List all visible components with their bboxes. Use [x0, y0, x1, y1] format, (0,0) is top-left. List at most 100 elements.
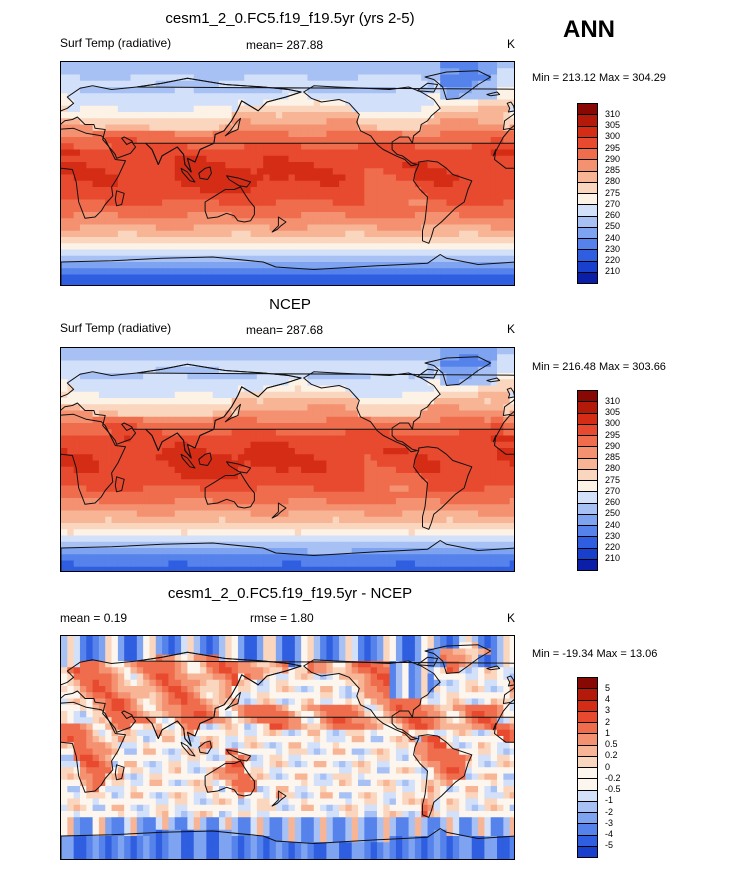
- coastline-eurasia: [136, 651, 514, 747]
- colorbar-tick-label: 295: [605, 429, 621, 440]
- coastline-australia: [204, 472, 255, 509]
- colorbar-tick-label: 295: [605, 142, 621, 153]
- coastline-africa: [61, 127, 126, 219]
- colorbar-tick-label: 220: [605, 255, 621, 265]
- coastline-africa: [61, 413, 126, 505]
- panel3-map: [60, 635, 515, 860]
- coastline-sumatra: [180, 167, 196, 183]
- colorbar-tick-label: 1: [605, 727, 611, 738]
- colorbar-tick-label: 305: [605, 407, 621, 417]
- panel3-units-label: K: [507, 611, 516, 625]
- coastline-southam: [413, 160, 473, 244]
- colorbar-tick-label: 4: [605, 694, 611, 704]
- panel2-title: NCEP: [269, 296, 311, 313]
- coastline-borneo: [198, 452, 212, 466]
- colorbar-tick-label: 260: [605, 210, 621, 220]
- coastline-northam: [303, 371, 441, 453]
- colorbar-tick-label: 285: [605, 165, 621, 175]
- colorbar-tick-label: 300: [605, 131, 621, 142]
- coastline-southam: [413, 734, 473, 818]
- coastline-greenland: [424, 644, 492, 674]
- colorbar-tick-label: 305: [605, 120, 621, 130]
- coastline-newguinea: [226, 461, 252, 474]
- panel2-minmax: Min = 216.48 Max = 303.66: [532, 361, 666, 373]
- panel2-variable-label: Surf Temp (radiative): [60, 321, 172, 335]
- colorbar-tick-label: 3: [605, 705, 611, 716]
- colorbar-tick-label: -2: [605, 806, 614, 817]
- coastline-baffin: [416, 368, 439, 379]
- field-cells: [61, 636, 514, 859]
- coastline-antarctica: [61, 828, 514, 859]
- colorbar-tick-label: 280: [605, 176, 621, 187]
- season-label: ANN: [563, 16, 615, 43]
- coastline-australia: [204, 186, 255, 223]
- colorbar-tick-label: 210: [605, 553, 621, 564]
- coastline-newguinea: [226, 175, 252, 188]
- panel1-title: cesm1_2_0.FC5.f19_f19.5yr (yrs 2-5): [165, 10, 415, 27]
- colorbar-tick-label: 210: [605, 266, 621, 277]
- field-cells: [61, 348, 514, 571]
- colorbar-tick-label: 5: [605, 682, 611, 693]
- colorbar-tick-label: 220: [605, 542, 621, 552]
- panel2-colorbar: 310 305 300 295 290 285 280 275 270 260 250 240 230 2…: [577, 390, 620, 571]
- colorbar-tick-label: -5: [605, 840, 614, 851]
- colorbar-swatch: [577, 845, 598, 858]
- colorbar-tick-label: 260: [605, 497, 621, 507]
- panel3-rmse-label: rmse = 1.80: [250, 611, 314, 625]
- coastline-southam: [413, 446, 473, 530]
- colorbar-tick-label: -0.5: [605, 784, 621, 794]
- coastline-madagascar: [114, 476, 125, 493]
- colorbar-tick-label: 240: [605, 519, 621, 530]
- coastline-borneo: [198, 740, 212, 754]
- coastline-northam: [303, 85, 441, 167]
- colorbar-tick-label: -3: [605, 817, 614, 828]
- colorbar-tick-label: -4: [605, 829, 614, 839]
- colorbar-tick-label: 310: [605, 395, 621, 406]
- coastline-sumatra: [180, 453, 196, 469]
- panel2-units-label: K: [507, 322, 516, 336]
- coastline-iceland: [486, 377, 501, 383]
- coastline-borneo: [198, 166, 212, 180]
- coastline-northam: [303, 659, 441, 741]
- colorbar-tick-label: 270: [605, 485, 621, 496]
- colorbar-tick-label: -0.2: [605, 772, 621, 783]
- coastline-antarctica: [61, 540, 514, 571]
- coastline-sumatra: [180, 741, 196, 757]
- colorbar-tick-label: 230: [605, 243, 621, 254]
- coastline-japan: [224, 117, 241, 137]
- colorbar-tick-label: -1: [605, 795, 614, 806]
- colorbar-tick-label: 250: [605, 508, 621, 519]
- coastline-baffin: [416, 82, 439, 93]
- panel1-colorbar: 310 305 300 295 290 285 280 275 270 260 250 240 230 2…: [577, 103, 620, 284]
- colorbar-tick-label: 310: [605, 108, 621, 119]
- colorbar-tick-label: 275: [605, 474, 621, 485]
- coastline-eurasia: [136, 77, 514, 173]
- coastline-nz: [271, 502, 287, 519]
- panel3-title: cesm1_2_0.FC5.f19_f19.5yr - NCEP: [167, 585, 413, 602]
- panel3-colorbar: 5 4 3 2 1 0.5 0.2 0 -0.2 -0.5 -1 -2 -3 -4 -5: [577, 677, 621, 858]
- colorbar-tick-label: 250: [605, 221, 621, 232]
- coastline-japan: [224, 403, 241, 423]
- colorbar-tick-label: 240: [605, 232, 621, 243]
- coastline-iceland: [486, 665, 501, 671]
- coastline-madagascar: [114, 764, 125, 781]
- panel2-map: [60, 347, 515, 572]
- coastline-antarctica: [61, 254, 514, 285]
- coastline-uk: [506, 675, 514, 687]
- colorbar-tick-label: 285: [605, 452, 621, 462]
- panel1-minmax: Min = 213.12 Max = 304.29: [532, 72, 666, 84]
- colorbar-swatch: [577, 558, 598, 571]
- colorbar-tick-label: 270: [605, 198, 621, 209]
- colorbar-tick-label: 0.2: [605, 750, 618, 761]
- panel1-variable-label: Surf Temp (radiative): [60, 36, 172, 50]
- colorbar-tick-label: 0: [605, 761, 611, 772]
- coastline-madagascar: [114, 190, 125, 207]
- coastline-nz: [271, 790, 287, 807]
- field-cells: [61, 62, 514, 285]
- colorbar-tick-label: 275: [605, 187, 621, 198]
- colorbar-tick-label: 300: [605, 418, 621, 429]
- colorbar-tick-label: 0.5: [605, 739, 618, 749]
- panel1-units-label: K: [507, 37, 516, 51]
- coastline-iceland: [486, 91, 501, 97]
- coastline-africa: [61, 701, 126, 793]
